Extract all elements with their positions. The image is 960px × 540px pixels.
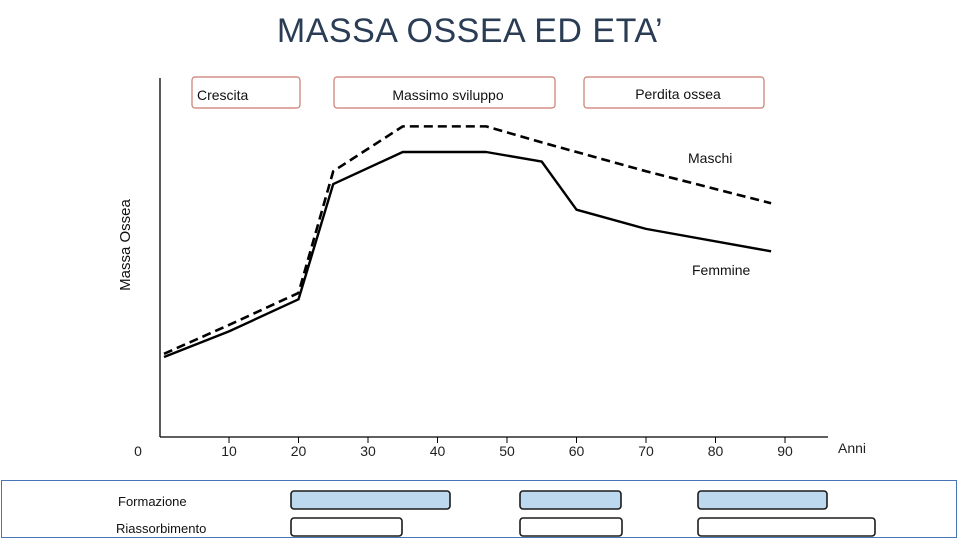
chart-title: MASSA OSSEA ED ETA’ bbox=[276, 12, 664, 50]
phase-boxes: Crescita Massimo sviluppo Perdita ossea bbox=[191, 76, 765, 109]
x-tick-label: 90 bbox=[777, 443, 793, 459]
phase-label: Crescita bbox=[197, 87, 249, 103]
x-tick-label: 80 bbox=[708, 443, 724, 459]
legend-label-formazione: Formazione bbox=[118, 494, 187, 509]
activity-bar-formazione bbox=[290, 490, 451, 510]
activity-bar-formazione bbox=[697, 490, 828, 510]
x-tick-label: 70 bbox=[638, 443, 654, 459]
x-ticks: 0 10 20 30 40 50 60 70 80 90 bbox=[134, 437, 793, 459]
phase-box bbox=[583, 76, 765, 109]
series-line-maschi bbox=[163, 125, 772, 355]
x-axis-label: Anni bbox=[838, 440, 866, 456]
activity-bars bbox=[290, 490, 876, 537]
series-lines bbox=[163, 125, 772, 359]
legend-label-riassorbimento: Riassorbimento bbox=[116, 521, 206, 536]
phase-box bbox=[333, 76, 556, 109]
phase-box bbox=[191, 76, 301, 109]
phase-label: Massimo sviluppo bbox=[392, 87, 503, 103]
x-tick-label: 40 bbox=[430, 443, 446, 459]
activity-bar-formazione bbox=[519, 490, 622, 510]
x-tick-label: 50 bbox=[499, 443, 515, 459]
series-labels: Maschi Femmine bbox=[688, 150, 751, 278]
activity-legend-frame bbox=[1, 480, 957, 538]
x-tick-label: 20 bbox=[291, 443, 307, 459]
activity-bar-riassorbimento bbox=[697, 517, 876, 537]
activity-bar-riassorbimento bbox=[290, 517, 403, 537]
phase-label: Perdita ossea bbox=[635, 86, 721, 102]
series-line-femmine bbox=[163, 150, 772, 359]
series-label-maschi: Maschi bbox=[688, 150, 732, 166]
x-tick-label: 30 bbox=[360, 443, 376, 459]
y-axis-label: Massa Ossea bbox=[117, 198, 134, 290]
x-tick-label: 60 bbox=[569, 443, 585, 459]
activity-bar-riassorbimento bbox=[519, 517, 623, 537]
x-tick-label: 0 bbox=[134, 443, 142, 459]
series-label-femmine: Femmine bbox=[692, 262, 751, 278]
x-tick-label: 10 bbox=[221, 443, 237, 459]
